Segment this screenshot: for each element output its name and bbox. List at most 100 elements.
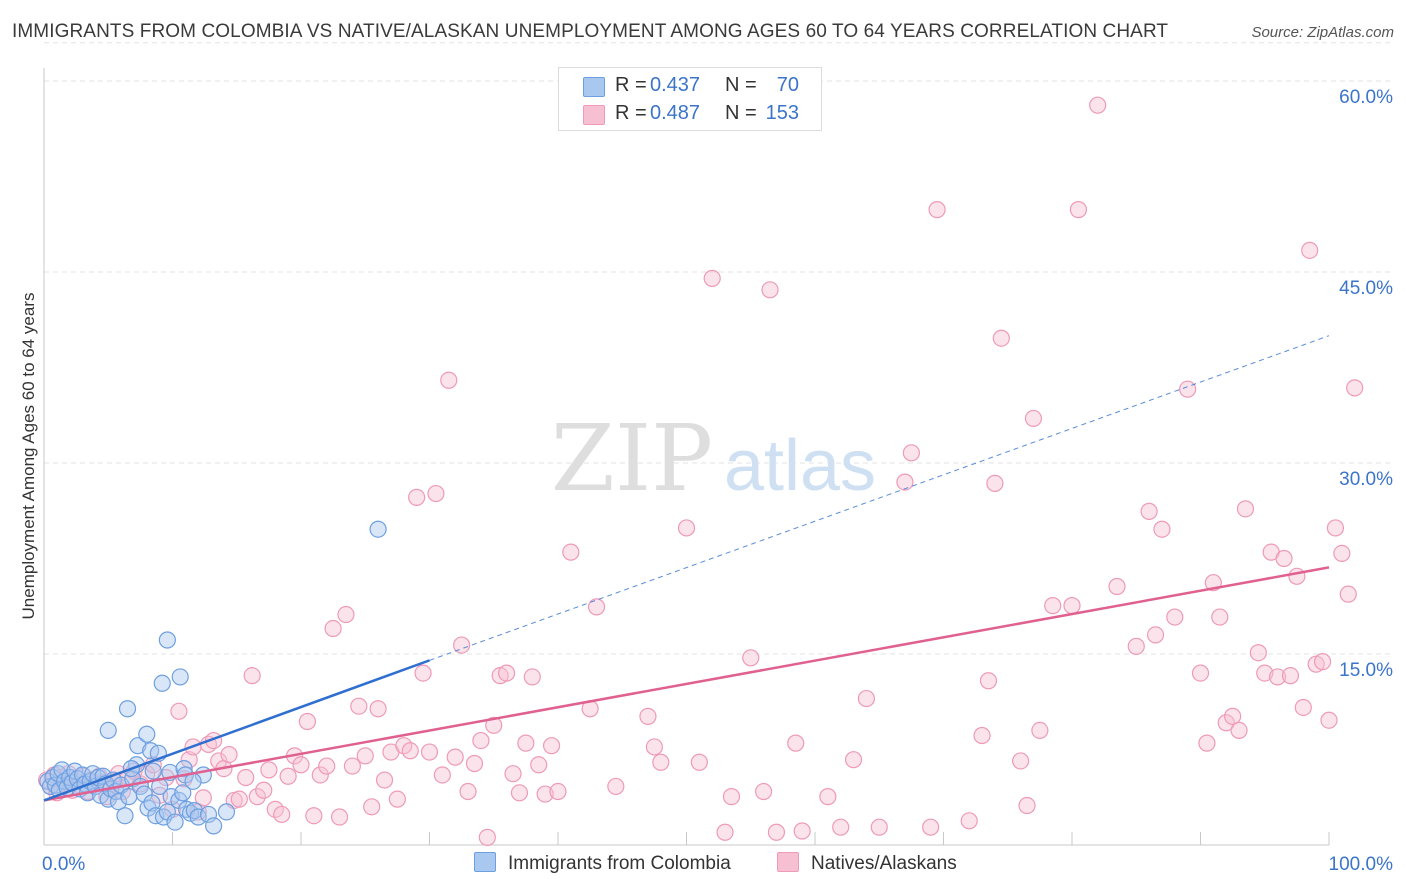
data-point-natives xyxy=(478,828,496,846)
data-point-natives xyxy=(414,664,432,682)
axes xyxy=(43,68,1330,846)
legend-row-colombia: R = 0.437 N = 70 xyxy=(559,72,821,100)
data-point-natives xyxy=(1217,714,1235,732)
data-point-colombia xyxy=(166,813,184,831)
legend-swatch-pink xyxy=(583,105,605,125)
data-point-natives xyxy=(793,822,811,840)
data-point-natives xyxy=(298,712,317,731)
data-point-natives xyxy=(832,818,850,836)
legend-r-label: R = xyxy=(615,74,647,96)
data-point-colombia xyxy=(109,793,128,811)
legend-row-natives: R = 0.487 N = 153 xyxy=(559,100,821,128)
legend-n-label: N = xyxy=(725,102,757,124)
data-point-natives xyxy=(523,668,541,686)
data-point-natives xyxy=(1044,597,1062,615)
tick-labels: 15.0% 30.0% 45.0% 60.0% 0.0% 100.0% xyxy=(42,87,1393,875)
data-point-natives xyxy=(369,700,387,718)
data-point-natives xyxy=(1294,698,1312,717)
data-point-natives xyxy=(677,519,696,537)
data-point-natives xyxy=(433,766,451,784)
data-point-natives xyxy=(652,753,670,771)
data-point-natives xyxy=(703,269,721,287)
data-point-colombia xyxy=(144,762,162,780)
data-point-natives xyxy=(1230,721,1248,740)
data-point-natives xyxy=(1011,752,1030,770)
data-point-natives xyxy=(292,756,310,774)
data-point-natives xyxy=(607,777,625,796)
data-point-colombia xyxy=(174,784,192,802)
data-point-natives xyxy=(510,784,529,802)
data-point-natives xyxy=(194,789,212,807)
data-point-natives xyxy=(305,807,323,825)
data-point-natives xyxy=(761,281,779,299)
data-point-natives xyxy=(536,785,554,803)
legend-n-value: 153 xyxy=(765,102,799,124)
data-point-natives xyxy=(1339,585,1357,603)
data-point-colombia xyxy=(99,721,117,740)
data-point-colombia xyxy=(118,700,137,718)
data-point-natives xyxy=(324,619,342,638)
data-point-natives xyxy=(485,716,503,734)
data-point-natives xyxy=(356,747,374,765)
data-point-natives xyxy=(562,543,580,561)
data-point-natives xyxy=(787,734,805,752)
data-point-natives xyxy=(220,745,238,764)
data-point-natives xyxy=(986,474,1004,492)
data-point-natives xyxy=(472,731,490,750)
data-point-natives xyxy=(767,823,786,841)
data-point-natives xyxy=(1301,241,1319,259)
data-point-natives xyxy=(237,768,255,787)
data-point-natives xyxy=(1346,379,1364,397)
data-point-natives xyxy=(1018,796,1036,815)
data-point-natives xyxy=(542,737,561,755)
data-point-natives xyxy=(1153,520,1171,538)
y-axis-label: Unemployment Among Ages 60 to 64 years xyxy=(19,292,38,620)
trend-line-colombia-dashed xyxy=(429,335,1330,661)
data-point-natives xyxy=(928,201,946,219)
data-point-natives xyxy=(922,818,940,836)
legend-r-value: 0.487 xyxy=(650,102,701,124)
data-point-natives xyxy=(260,761,278,779)
data-point-natives xyxy=(549,782,567,801)
data-point-colombia xyxy=(153,674,171,692)
data-point-natives xyxy=(388,790,406,808)
trend-lines xyxy=(43,335,1330,802)
data-point-natives xyxy=(1256,664,1274,682)
legend-swatch-blue xyxy=(583,77,605,97)
data-point-natives xyxy=(896,473,914,491)
data-point-colombia xyxy=(217,803,236,821)
data-point-natives xyxy=(440,371,458,389)
data-point-natives xyxy=(337,605,355,624)
trend-line-colombia xyxy=(43,659,430,802)
data-point-natives xyxy=(870,818,888,836)
chart-title: IMMIGRANTS FROM COLOMBIA VS NATIVE/ALASK… xyxy=(12,21,1169,42)
data-point-natives xyxy=(1333,544,1351,563)
series-immigrants-colombia xyxy=(39,520,387,835)
data-point-natives xyxy=(273,805,291,824)
data-point-natives xyxy=(973,726,991,745)
data-point-natives xyxy=(363,798,381,816)
data-point-natives xyxy=(1198,734,1216,752)
data-point-natives xyxy=(1313,653,1332,671)
grid xyxy=(44,42,1393,655)
data-point-natives xyxy=(1275,549,1293,568)
data-point-natives xyxy=(1146,626,1165,644)
data-point-natives xyxy=(1249,644,1267,662)
watermark-zip: ZIP xyxy=(551,405,713,512)
bottom-legend-label-natives: Natives/Alaskans xyxy=(811,853,957,874)
y-tick-label: 15.0% xyxy=(1339,660,1393,681)
chart-source: Source: ZipAtlas.com xyxy=(1251,24,1394,41)
legend-r-label: R = xyxy=(615,102,647,124)
data-point-natives xyxy=(1069,201,1088,219)
data-point-natives xyxy=(427,484,445,503)
bottom-legend-natives: Natives/Alaskans xyxy=(777,852,957,876)
data-point-natives xyxy=(1140,502,1158,520)
data-point-natives xyxy=(408,488,426,506)
data-point-natives xyxy=(902,444,920,462)
data-point-natives xyxy=(1281,667,1300,685)
data-point-natives xyxy=(504,765,522,783)
bottom-legend-colombia: Immigrants from Colombia xyxy=(474,852,731,876)
data-point-natives xyxy=(530,756,548,774)
data-point-natives xyxy=(401,742,419,760)
